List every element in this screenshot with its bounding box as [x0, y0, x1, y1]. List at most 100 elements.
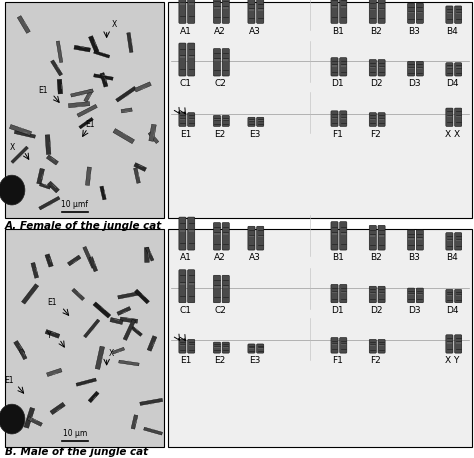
FancyBboxPatch shape	[378, 286, 385, 303]
Polygon shape	[83, 246, 95, 268]
FancyBboxPatch shape	[378, 60, 385, 76]
Text: X: X	[111, 21, 117, 29]
Text: D1: D1	[331, 79, 344, 88]
Text: A2: A2	[214, 27, 226, 36]
FancyBboxPatch shape	[455, 335, 462, 353]
Text: E1: E1	[85, 120, 95, 129]
Text: B3: B3	[408, 27, 420, 36]
Polygon shape	[36, 169, 45, 184]
Polygon shape	[123, 319, 136, 340]
FancyBboxPatch shape	[331, 111, 338, 126]
Polygon shape	[14, 340, 25, 354]
Polygon shape	[27, 416, 42, 426]
FancyBboxPatch shape	[378, 225, 385, 250]
Polygon shape	[100, 73, 108, 87]
Bar	[5, 2, 164, 218]
Text: X X: X X	[445, 130, 460, 139]
Text: D2: D2	[370, 306, 382, 315]
Text: X Y: X Y	[445, 356, 460, 365]
Text: B2: B2	[370, 27, 382, 36]
Text: B2: B2	[370, 253, 382, 262]
Polygon shape	[39, 183, 51, 189]
Polygon shape	[14, 131, 36, 138]
FancyBboxPatch shape	[248, 0, 255, 23]
FancyBboxPatch shape	[455, 6, 462, 23]
FancyBboxPatch shape	[213, 49, 220, 76]
FancyBboxPatch shape	[256, 344, 264, 353]
Ellipse shape	[0, 175, 25, 205]
Polygon shape	[45, 135, 51, 154]
FancyBboxPatch shape	[416, 230, 423, 250]
Text: A. Female of the jungle cat: A. Female of the jungle cat	[5, 221, 162, 231]
Polygon shape	[31, 262, 38, 278]
FancyBboxPatch shape	[188, 113, 195, 126]
FancyBboxPatch shape	[416, 61, 423, 76]
Text: E3: E3	[249, 130, 260, 139]
FancyBboxPatch shape	[213, 275, 220, 303]
Polygon shape	[135, 289, 149, 304]
Text: Y: Y	[47, 331, 52, 339]
Polygon shape	[45, 254, 53, 267]
Polygon shape	[39, 196, 60, 210]
FancyBboxPatch shape	[248, 117, 255, 126]
FancyBboxPatch shape	[213, 115, 220, 126]
Polygon shape	[67, 255, 81, 266]
FancyBboxPatch shape	[378, 113, 385, 126]
Bar	[168, 229, 472, 447]
FancyBboxPatch shape	[213, 0, 220, 23]
Text: X: X	[9, 143, 15, 152]
Polygon shape	[118, 292, 139, 299]
Text: D4: D4	[446, 79, 459, 88]
Text: F2: F2	[371, 130, 381, 139]
Text: B4: B4	[447, 27, 458, 36]
FancyBboxPatch shape	[408, 61, 415, 76]
Polygon shape	[149, 124, 156, 142]
Polygon shape	[24, 407, 35, 428]
Polygon shape	[71, 89, 93, 97]
Text: 10 μm: 10 μm	[63, 429, 87, 438]
Text: C1: C1	[180, 79, 191, 88]
FancyBboxPatch shape	[408, 3, 415, 23]
FancyBboxPatch shape	[256, 117, 264, 126]
FancyBboxPatch shape	[331, 222, 338, 250]
FancyBboxPatch shape	[369, 225, 376, 250]
Polygon shape	[95, 346, 105, 370]
FancyBboxPatch shape	[369, 339, 376, 353]
Polygon shape	[140, 398, 163, 405]
Text: C2: C2	[214, 79, 226, 88]
FancyBboxPatch shape	[331, 0, 338, 23]
Text: D2: D2	[370, 79, 382, 88]
Polygon shape	[118, 360, 139, 366]
Polygon shape	[72, 289, 84, 300]
Polygon shape	[120, 317, 138, 323]
Text: B. Male of the jungle cat: B. Male of the jungle cat	[5, 447, 148, 458]
FancyBboxPatch shape	[340, 111, 347, 126]
FancyBboxPatch shape	[369, 60, 376, 76]
Polygon shape	[144, 427, 163, 435]
FancyBboxPatch shape	[222, 49, 229, 76]
FancyBboxPatch shape	[188, 339, 195, 353]
FancyBboxPatch shape	[331, 58, 338, 76]
Text: E1: E1	[47, 299, 57, 307]
Polygon shape	[100, 186, 106, 200]
FancyBboxPatch shape	[416, 288, 423, 303]
Bar	[168, 2, 472, 218]
Text: C1: C1	[180, 306, 191, 315]
Polygon shape	[89, 36, 99, 53]
Text: E2: E2	[214, 130, 226, 139]
FancyBboxPatch shape	[188, 43, 195, 76]
FancyBboxPatch shape	[222, 342, 229, 353]
Polygon shape	[127, 33, 133, 53]
Text: D1: D1	[331, 306, 344, 315]
Polygon shape	[134, 163, 146, 171]
FancyBboxPatch shape	[446, 289, 453, 303]
FancyBboxPatch shape	[179, 217, 186, 250]
Polygon shape	[79, 117, 93, 129]
Polygon shape	[93, 50, 110, 58]
Text: B4: B4	[447, 253, 458, 262]
FancyBboxPatch shape	[256, 0, 264, 23]
FancyBboxPatch shape	[213, 223, 220, 250]
FancyBboxPatch shape	[222, 115, 229, 126]
FancyBboxPatch shape	[256, 226, 264, 250]
Text: A2: A2	[214, 253, 226, 262]
